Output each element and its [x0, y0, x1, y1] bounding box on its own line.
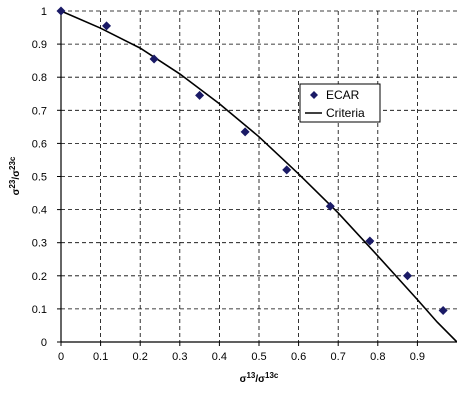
- axes: [57, 10, 457, 346]
- y-tick-label: 0.2: [32, 271, 47, 283]
- ecar-point: [56, 6, 66, 16]
- ecar-point: [325, 201, 335, 211]
- ecar-point: [365, 236, 375, 246]
- ecar-point: [102, 21, 112, 31]
- x-tick-label: 0.8: [370, 351, 385, 363]
- y-tick-label: 0.7: [32, 105, 47, 117]
- y-tick-label: 0: [41, 337, 47, 349]
- x-tick-label: 0.3: [172, 351, 187, 363]
- x-tick-label: 0.9: [410, 351, 425, 363]
- x-tick-label: 0.2: [133, 351, 148, 363]
- criteria-line: [60, 10, 457, 343]
- x-tick-label: 0.1: [93, 351, 108, 363]
- y-tick-label: 0.3: [32, 238, 47, 250]
- x-tick-label: 0.5: [251, 351, 266, 363]
- ecar-point: [149, 54, 159, 64]
- y-tick-label: 0.1: [32, 304, 47, 316]
- x-tick-label: 0.7: [331, 351, 346, 363]
- legend-box: [299, 83, 381, 123]
- x-tick-labels: 0 0.1 0.2 0.3 0.4 0.5 0.6 0.7 0.8 0.9: [58, 351, 425, 363]
- grid: [61, 10, 457, 342]
- x-axis-title: σ13/σ13c: [240, 371, 279, 385]
- y-tick-labels: 0 0.1 0.2 0.3 0.4 0.5 0.6 0.7 0.8 0.9 1: [32, 6, 47, 349]
- y-tick-label: 0.8: [32, 72, 47, 84]
- x-tick-label: 0.6: [291, 351, 306, 363]
- y-tick-label: 0.9: [32, 39, 47, 51]
- criteria-curve: [60, 10, 457, 343]
- ecar-point: [282, 165, 292, 175]
- ecar-point: [403, 271, 412, 281]
- ecar-markers: [56, 6, 448, 316]
- legend-ecar-marker: [310, 91, 318, 99]
- x-tick-label: 0: [58, 351, 64, 363]
- y-axis-title: σ23/σ23c: [8, 156, 22, 195]
- y-tick-label: 0.6: [32, 138, 47, 150]
- y-tick-label: 1: [41, 6, 47, 18]
- legend-ecar-label: ECAR: [326, 88, 360, 102]
- ecar-point: [438, 306, 448, 316]
- ecar-point: [195, 90, 205, 100]
- y-tick-label: 0.5: [32, 172, 47, 184]
- ecar-point: [240, 127, 250, 137]
- x-tick-label: 0.4: [212, 351, 227, 363]
- legend-criteria-label: Criteria: [326, 106, 365, 120]
- legend: ECAR Criteria: [299, 83, 381, 123]
- y-tick-label: 0.4: [32, 205, 47, 217]
